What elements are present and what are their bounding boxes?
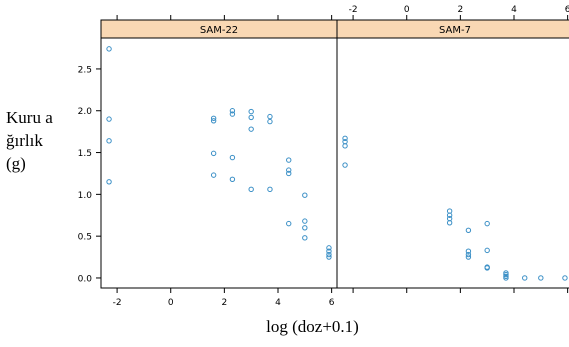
y-tick-label: 0.5 <box>78 233 92 243</box>
data-point-sam-22-1 <box>106 116 112 122</box>
data-point-sam-7-11 <box>465 254 472 260</box>
x-tick-label-bottom: -2 <box>113 298 122 308</box>
data-point-sam-22-16 <box>267 113 273 120</box>
data-point-sam-22-24 <box>302 218 308 224</box>
data-point-sam-7-20 <box>522 275 528 281</box>
data-point-sam-22-7 <box>210 172 217 178</box>
data-point-sam-7-15 <box>484 265 490 271</box>
data-point-sam-7-19 <box>503 275 509 281</box>
data-point-sam-22-17 <box>267 118 273 125</box>
data-point-sam-22-11 <box>229 176 236 183</box>
x-tick-label-bottom: 6 <box>329 298 335 308</box>
data-point-sam-22-18 <box>267 186 273 193</box>
data-point-sam-7-10 <box>465 251 472 258</box>
data-point-sam-22-23 <box>302 192 308 198</box>
data-point-sam-22-3 <box>106 179 112 185</box>
data-point-sam-22-5 <box>210 118 217 124</box>
data-point-sam-22-10 <box>229 154 236 161</box>
data-point-sam-7-0 <box>342 135 348 142</box>
data-point-sam-22-8 <box>229 108 236 114</box>
data-point-sam-22-21 <box>286 170 292 177</box>
data-point-sam-22-29 <box>326 251 332 258</box>
data-point-sam-22-22 <box>286 220 292 227</box>
data-point-sam-22-30 <box>326 254 332 260</box>
x-tick-label-bottom: 2 <box>221 298 227 308</box>
data-point-sam-7-12 <box>484 220 490 227</box>
y-tick-label: 2.5 <box>78 65 92 75</box>
data-point-sam-7-13 <box>484 247 490 254</box>
data-point-sam-7-8 <box>465 227 472 234</box>
data-point-sam-22-15 <box>248 186 254 193</box>
data-point-sam-7-7 <box>446 220 453 226</box>
data-point-sam-7-9 <box>465 248 472 254</box>
data-point-sam-22-2 <box>106 138 112 144</box>
data-point-sam-22-27 <box>326 245 332 251</box>
data-point-sam-7-5 <box>446 212 453 218</box>
x-tick-label-top: 6 <box>565 5 569 15</box>
data-point-sam-22-20 <box>286 167 292 173</box>
data-point-sam-22-9 <box>229 111 236 117</box>
x-tick-label-top: 2 <box>457 5 463 15</box>
data-point-sam-22-13 <box>248 114 254 121</box>
x-tick-label-bottom: 0 <box>168 298 174 308</box>
strip-label-sam-7: SAM-7 <box>439 25 471 36</box>
x-tick-label-top: -2 <box>349 5 358 15</box>
data-point-sam-22-14 <box>248 126 254 132</box>
data-point-sam-7-16 <box>503 270 509 276</box>
data-point-sam-7-17 <box>503 271 509 278</box>
x-tick-label-top: 4 <box>511 5 517 15</box>
y-tick-label: 2.0 <box>78 107 93 117</box>
data-point-sam-7-22 <box>562 275 568 281</box>
data-point-sam-22-0 <box>106 46 112 52</box>
panel-frame-sam-7 <box>336 37 569 289</box>
data-point-sam-22-12 <box>248 108 254 115</box>
data-point-sam-22-25 <box>302 225 308 231</box>
data-point-sam-22-19 <box>286 157 292 163</box>
x-tick-label-top: 0 <box>404 5 410 15</box>
data-point-sam-7-21 <box>538 275 544 281</box>
data-point-sam-22-26 <box>302 235 308 241</box>
y-tick-label: 0.0 <box>78 274 93 284</box>
y-axis-label: Kuru ağırlık (g) <box>6 108 53 173</box>
data-point-sam-22-6 <box>210 150 217 157</box>
data-point-sam-7-18 <box>503 273 509 279</box>
x-tick-label-bottom: 4 <box>275 298 281 308</box>
data-point-sam-7-3 <box>342 162 348 168</box>
y-tick-label: 1.0 <box>78 191 93 201</box>
data-point-sam-22-28 <box>326 248 332 254</box>
data-point-sam-22-4 <box>210 115 217 121</box>
data-point-sam-7-2 <box>342 143 348 149</box>
panel-frame-sam-22 <box>100 37 338 289</box>
strip-label-sam-22: SAM-22 <box>200 25 238 36</box>
x-axis-label: log (doz+0.1) <box>266 317 359 336</box>
y-tick-label: 1.5 <box>78 149 92 159</box>
